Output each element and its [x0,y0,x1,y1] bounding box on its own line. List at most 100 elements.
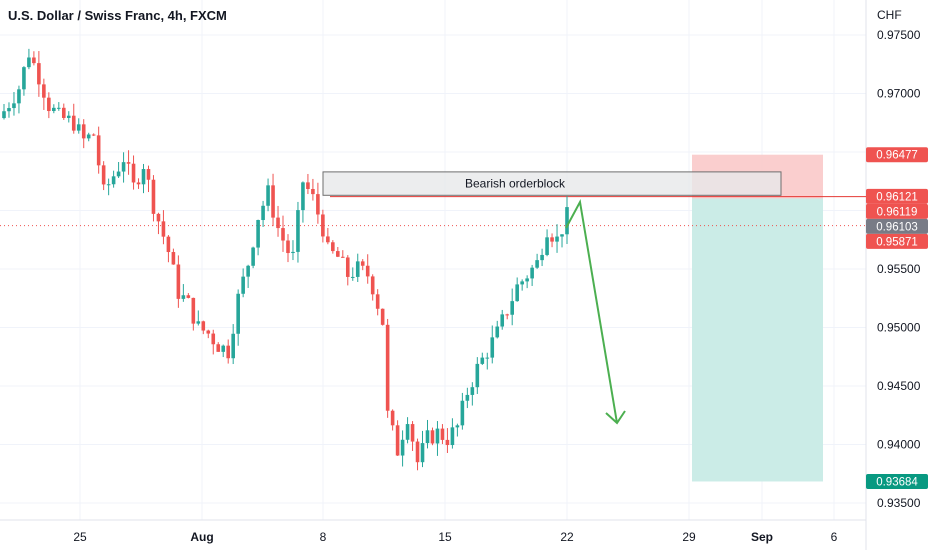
candle-body [81,124,86,139]
candle-body [420,443,425,463]
candle-body [450,427,455,446]
candle-body [261,205,265,221]
candle-body [96,135,101,166]
orderblock-box [322,171,782,196]
candle-body [500,314,505,327]
price-label: 0.96477 [876,150,918,162]
x-tick-label: Sep [751,530,773,544]
candle-body [71,115,76,131]
price-label: 0.93684 [876,476,918,488]
candle-body [131,163,136,183]
y-tick-label: 0.95000 [877,321,921,335]
candle-body [525,278,529,282]
candle-body [156,213,161,222]
price-axis[interactable]: 0.935000.940000.945000.950000.955000.960… [866,28,928,510]
candle-body [42,84,46,98]
candle-body [27,57,31,68]
candle-body [345,257,350,277]
candle-body [445,439,450,446]
candle-body [440,428,445,440]
candle-body [470,387,475,395]
candle-body [425,430,430,444]
projection-arrow [565,198,618,424]
candle-body [231,333,235,359]
candle-body [405,424,410,440]
price-label-box [866,147,928,163]
candle-body [375,294,380,309]
candle-body [331,242,335,252]
x-tick-label: 8 [320,530,327,544]
annotation-layer: Bearish orderblock [322,171,782,425]
price-label: 0.96103 [876,221,918,233]
candle-body [57,107,61,109]
time-axis[interactable]: 25 Aug 8 15 22 29 Sep 6 [73,530,837,544]
candle-body [510,301,514,315]
candle-body [321,214,325,237]
price-label-box [866,188,928,204]
candle-body [490,337,495,358]
candle-body [7,108,11,112]
candle-body [301,182,305,211]
candle-body [326,236,330,243]
y-tick-label: 0.97000 [877,87,921,101]
candle-body [196,321,201,324]
candle-body [186,295,191,298]
price-label-box [866,203,928,219]
candle-body [455,425,460,428]
candle-body [151,179,156,214]
candle-body [550,237,554,242]
candle-body [340,256,345,258]
candle-body [106,184,111,186]
price-label: 0.95871 [876,236,918,248]
candle-body [86,134,91,139]
candle-body [540,254,544,261]
candle-body [66,115,71,118]
candle-body [530,267,534,279]
candle-body [390,410,395,426]
candle-body [76,124,81,131]
candle-body [22,67,26,90]
candle-body [495,326,500,338]
candle-body [52,107,56,112]
candle-body [61,107,66,118]
candle-body [395,425,400,456]
candle-body [166,236,171,253]
candle-body [410,424,415,442]
candle-body [350,276,355,278]
y-tick-label: 0.94000 [877,438,921,452]
take-profit-zone [692,198,823,482]
candle-body [296,210,300,252]
candle-body [475,363,480,388]
candle-body [435,428,440,444]
candle-body [365,265,370,277]
candle-body [236,293,240,334]
candle-body [336,251,340,257]
price-label: 0.96121 [876,191,918,203]
candle-body [221,345,226,352]
candle-body [276,217,280,229]
candle-body [216,344,221,352]
candle-body [281,228,285,241]
candle-body [161,221,166,237]
candle-body [271,185,275,218]
symbol-title[interactable]: U.S. Dollar / Swiss Franc, 4h, FXCM [8,8,227,23]
candle-body [306,182,310,189]
price-label: 0.96119 [877,206,918,218]
price-label-box [866,473,928,489]
candle-body [560,234,564,237]
candle-body [385,324,390,411]
position-zones [692,154,823,482]
candle-body [226,345,231,359]
candle-body [370,276,375,295]
candle-body [505,314,510,316]
x-tick-label: 22 [560,530,574,544]
candle-body [291,251,295,254]
x-tick-label: 25 [73,530,87,544]
candle-body [415,441,420,463]
candle-body [545,237,549,255]
candle-body [520,281,524,285]
candle-body [251,247,255,266]
candle-body [206,330,211,334]
candle-body [17,89,21,104]
